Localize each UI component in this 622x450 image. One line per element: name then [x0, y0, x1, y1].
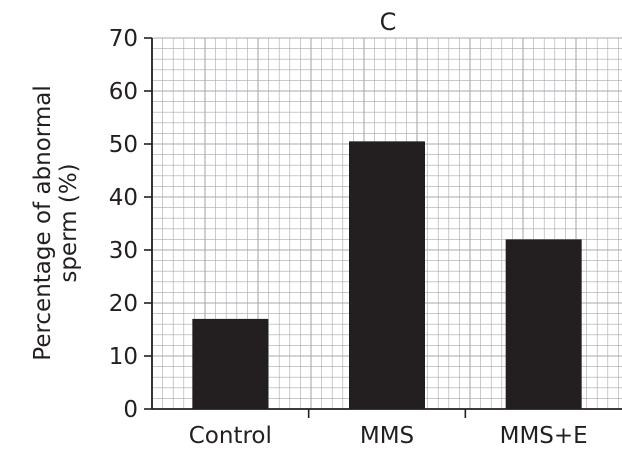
x-tick-label: Control	[189, 423, 272, 449]
y-tick-label: 40	[109, 185, 138, 211]
y-tick-label: 20	[109, 291, 138, 317]
x-tick-label: MMS+E	[500, 423, 588, 449]
y-tick-label: 0	[123, 397, 138, 423]
y-axis-label-line-1: Percentage of abnormal	[30, 85, 56, 360]
bar-mms-e	[505, 239, 582, 409]
bars	[192, 141, 582, 409]
y-tick-label: 70	[109, 26, 138, 52]
bar-mms	[349, 141, 425, 409]
y-axis-label-line-2: sperm (%)	[56, 163, 82, 282]
y-tick-label: 30	[109, 238, 138, 264]
x-tick-label: MMS	[360, 423, 414, 449]
y-tick-label: 60	[109, 79, 138, 105]
chart-title: C	[380, 8, 397, 36]
axes: 0 10 20 30 40 50 60 70 Control MMS MMS+E	[109, 26, 622, 449]
y-tick-label: 10	[109, 344, 138, 370]
y-tick-label: 50	[109, 132, 138, 158]
bar-control	[192, 318, 269, 409]
